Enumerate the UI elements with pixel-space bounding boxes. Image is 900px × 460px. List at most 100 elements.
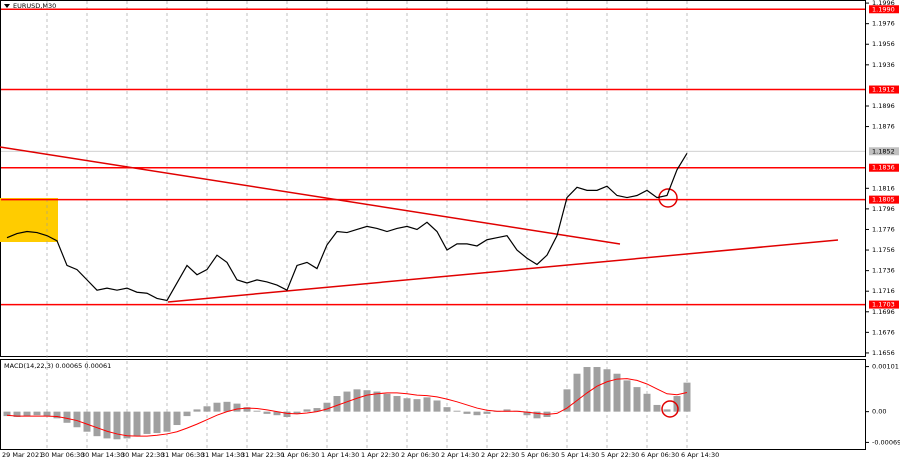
macd-bar bbox=[563, 389, 571, 412]
macd-bar bbox=[103, 411, 111, 439]
level-label-box bbox=[869, 195, 899, 204]
macd-bar bbox=[613, 373, 621, 412]
macd-bar bbox=[413, 399, 421, 412]
x-tick-label: 2 Apr 14:30 bbox=[441, 451, 479, 459]
macd-bar bbox=[253, 410, 261, 412]
macd-bar bbox=[603, 369, 611, 412]
y-tick-label: 1.1896 bbox=[872, 102, 895, 110]
x-tick-label: 2 Apr 22:30 bbox=[481, 451, 519, 459]
macd-bar bbox=[363, 390, 371, 412]
level-label: 1.1805 bbox=[872, 196, 895, 204]
macd-bar bbox=[393, 396, 401, 412]
macd-bar bbox=[523, 411, 531, 416]
y-tick-label: 1.1976 bbox=[872, 20, 895, 28]
macd-bar bbox=[593, 367, 601, 412]
y-tick-label: 0.00101 bbox=[872, 363, 899, 371]
x-tick-label: 30 Mar 06:30 bbox=[41, 451, 84, 459]
trend-line bbox=[0, 146, 621, 245]
signal-line bbox=[6, 378, 688, 437]
macd-bar bbox=[83, 411, 91, 432]
macd-bar bbox=[533, 411, 541, 419]
macd-bar bbox=[503, 409, 511, 412]
y-tick-label: 0.00 bbox=[872, 408, 886, 416]
y-tick-label: 1.1696 bbox=[872, 308, 895, 316]
macd-bar bbox=[323, 402, 331, 412]
price-line bbox=[6, 153, 688, 302]
macd-bar bbox=[243, 407, 251, 412]
macd-bar bbox=[163, 411, 171, 432]
macd-bar bbox=[173, 411, 181, 426]
y-tick-label: 1.1716 bbox=[872, 287, 895, 295]
highlight-circle bbox=[661, 400, 679, 418]
macd-bar bbox=[123, 411, 131, 439]
level-label: 1.1912 bbox=[872, 86, 895, 94]
macd-panel bbox=[0, 359, 866, 450]
macd-bar bbox=[443, 407, 451, 412]
macd-bar bbox=[63, 411, 71, 423]
macd-bar bbox=[193, 409, 201, 412]
macd-bar bbox=[53, 411, 61, 419]
y-tick-label: 1.1956 bbox=[872, 40, 895, 48]
macd-bar bbox=[273, 411, 281, 416]
level-label: 1.1990 bbox=[872, 5, 895, 13]
macd-bar bbox=[143, 411, 151, 434]
macd-bar bbox=[283, 411, 291, 417]
macd-bar bbox=[383, 393, 391, 412]
y-tick-label: 1.1656 bbox=[872, 349, 895, 357]
macd-bar bbox=[233, 403, 241, 412]
level-label: 1.1836 bbox=[872, 164, 895, 172]
macd-bar bbox=[353, 389, 361, 412]
y-tick-label: 1.1776 bbox=[872, 225, 895, 233]
x-tick-label: 6 Apr 14:30 bbox=[681, 451, 719, 459]
y-tick-label: 1.1796 bbox=[872, 205, 895, 213]
macd-bar bbox=[403, 398, 411, 412]
macd-bar bbox=[113, 411, 121, 440]
x-tick-label: 31 Mar 06:30 bbox=[161, 451, 204, 459]
highlight-circle bbox=[658, 188, 678, 208]
chart-title: EURUSD,M30 bbox=[13, 2, 56, 10]
price-panel bbox=[0, 0, 866, 357]
macd-bar bbox=[33, 411, 41, 416]
y-tick-label: 1.1676 bbox=[872, 328, 895, 336]
macd-bar bbox=[93, 411, 101, 437]
trend-line bbox=[167, 239, 839, 303]
macd-bar bbox=[583, 367, 591, 412]
x-tick-label: 1 Apr 06:30 bbox=[281, 451, 319, 459]
macd-title: MACD(14,22,3) 0.00065 0.00061 bbox=[4, 362, 111, 370]
x-tick-label: 30 Mar 22:30 bbox=[121, 451, 164, 459]
macd-bar bbox=[3, 411, 11, 417]
macd-bar bbox=[13, 411, 21, 417]
macd-bar bbox=[433, 400, 441, 412]
y-tick-label: 1.1876 bbox=[872, 123, 895, 131]
macd-bar bbox=[463, 411, 471, 414]
macd-bar bbox=[183, 411, 191, 417]
x-tick-label: 31 Mar 22:30 bbox=[241, 451, 284, 459]
level-label-box bbox=[869, 300, 899, 309]
macd-bar bbox=[653, 404, 661, 412]
macd-bar bbox=[573, 373, 581, 412]
symbol-icon bbox=[4, 4, 10, 8]
x-tick-label: 5 Apr 06:30 bbox=[521, 451, 559, 459]
macd-bar bbox=[643, 393, 651, 412]
macd-bar bbox=[333, 396, 341, 412]
macd-bar bbox=[683, 382, 691, 412]
macd-bar bbox=[483, 411, 491, 414]
macd-bar bbox=[663, 409, 671, 412]
x-tick-label: 30 Mar 14:30 bbox=[81, 451, 124, 459]
level-label-box bbox=[869, 163, 899, 172]
macd-bar bbox=[23, 411, 31, 417]
highlight-box bbox=[0, 198, 58, 242]
x-tick-label: 29 Mar 2021 bbox=[2, 451, 43, 459]
macd-bar bbox=[313, 408, 321, 412]
x-tick-label: 5 Apr 22:30 bbox=[601, 451, 639, 459]
x-tick-label: 1 Apr 22:30 bbox=[361, 451, 399, 459]
macd-bar bbox=[73, 411, 81, 428]
last-price-box bbox=[869, 147, 899, 156]
macd-bar bbox=[43, 411, 51, 417]
y-tick-label: 1.1996 bbox=[872, 0, 895, 7]
macd-bar bbox=[453, 410, 461, 412]
macd-bar bbox=[373, 391, 381, 412]
y-tick-label: 1.1816 bbox=[872, 184, 895, 192]
